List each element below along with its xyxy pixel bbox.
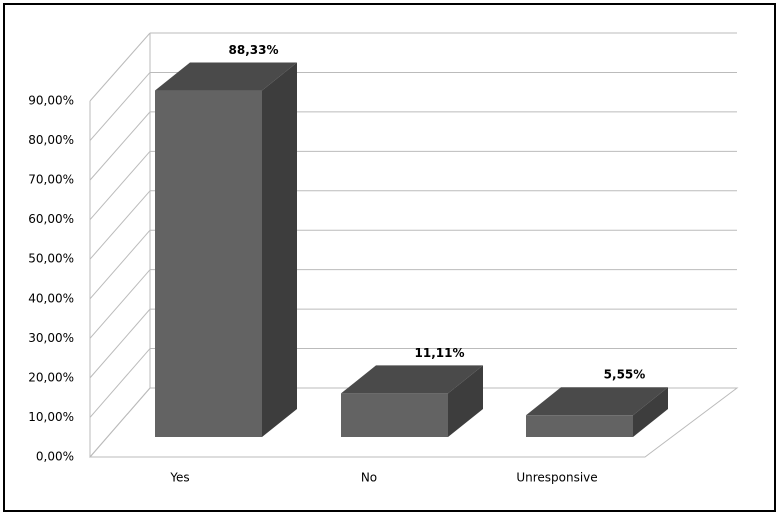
value-label: 11,11%: [415, 346, 465, 360]
bar-side: [633, 387, 668, 437]
value-label: 5,55%: [604, 368, 646, 382]
y-tick-label: 30,00%: [28, 331, 74, 345]
grid-line: [89, 190, 151, 260]
x-tick-label: Yes: [169, 471, 189, 485]
value-label: 88,33%: [229, 43, 279, 57]
y-tick-label: 20,00%: [28, 370, 74, 384]
bar-top: [526, 387, 668, 416]
grid-line: [89, 111, 151, 181]
y-tick-label: 80,00%: [28, 133, 74, 147]
grid-line: [89, 269, 151, 339]
grid-line: [89, 308, 151, 379]
x-tick-label: No: [361, 471, 377, 485]
y-tick-label: 70,00%: [28, 173, 74, 187]
grid-line: [89, 348, 151, 418]
x-tick-label: Unresponsive: [516, 471, 597, 485]
bar: [155, 90, 262, 437]
bar: [526, 415, 633, 437]
bar-top: [155, 62, 297, 91]
grid-line: [89, 32, 151, 102]
y-tick-label: 60,00%: [28, 212, 74, 226]
bar-side: [262, 62, 297, 437]
y-tick-label: 90,00%: [28, 94, 74, 108]
y-tick-label: 40,00%: [28, 291, 74, 305]
grid-line: [89, 72, 151, 141]
grid-line: [89, 387, 151, 458]
grid-line: [89, 229, 151, 300]
y-tick-label: 0,00%: [36, 450, 74, 464]
y-tick-label: 10,00%: [28, 410, 74, 424]
grid-line: [89, 151, 151, 220]
y-tick-label: 50,00%: [28, 252, 74, 266]
bar: [341, 393, 448, 437]
bar-top: [341, 365, 483, 394]
bar-side: [448, 365, 483, 437]
